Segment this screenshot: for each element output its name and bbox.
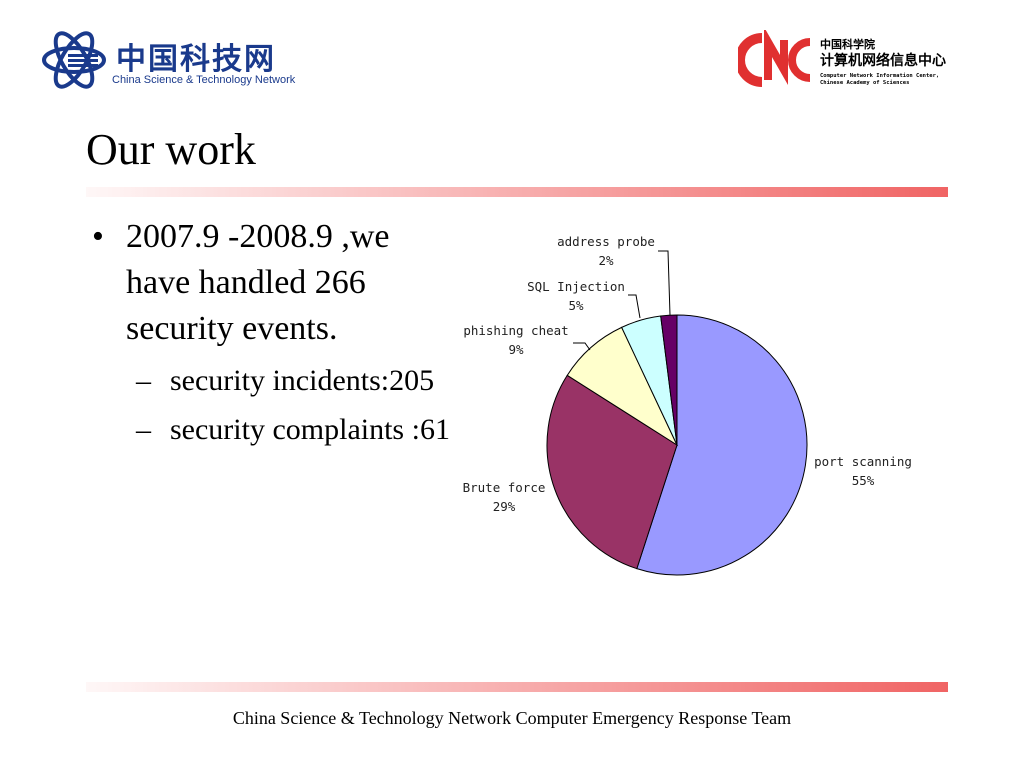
leader-line-sql-injection [628, 294, 641, 319]
leader-line-address-probe [658, 250, 671, 316]
cnic-name-line2: 计算机网络信息中心 [820, 53, 946, 69]
bullet-item: • 2007.9 -2008.9 ,we have handled 266 se… [92, 214, 452, 352]
footer-text: China Science & Technology Network Compu… [232, 708, 792, 728]
atom-orbit-icon [42, 31, 106, 89]
sub-bullet-dash: – [136, 364, 151, 397]
slice-percent-brute-force: 29% [493, 499, 516, 514]
cstnet-name-cn: 中国科技网 [116, 42, 276, 77]
slice-label-port-scanning: port scanning [814, 454, 912, 469]
slice-label-sql-injection: SQL Injection [527, 279, 625, 294]
sub-bullet-dash: – [136, 413, 151, 446]
pie-svg: port scanning 55% Brute force 29% phishing c… [463, 234, 912, 576]
footer-divider [86, 682, 948, 692]
bullet-dot: • [92, 218, 104, 255]
bullet-list: • 2007.9 -2008.9 ,we have handled 266 se… [92, 214, 452, 450]
sub-bullet-item: – security incidents:205 [92, 360, 452, 401]
cnic-name-line1: 中国科学院 [820, 38, 875, 51]
cnic-name-en-line2: Chinese Academy of Sciences [820, 80, 910, 86]
bullet-text: 2007.9 -2008.9 ,we have handled 266 secu… [126, 218, 390, 347]
sub-bullet-text: security incidents:205 [170, 364, 435, 397]
pie-slice-address-probe [660, 314, 678, 446]
pie-slice-brute-force [546, 374, 678, 570]
slice-label-brute-force: Brute force [463, 480, 546, 495]
sub-bullet-item: – security complaints :61 [92, 409, 452, 450]
sub-bullet-text: security complaints :61 [170, 413, 450, 446]
slice-percent-port-scanning: 55% [852, 473, 875, 488]
cnc-mark-icon [738, 30, 811, 87]
slice-percent-sql-injection: 5% [568, 298, 584, 313]
cnic-name-en-line1: Computer Network Information Center, [820, 73, 940, 79]
slice-label-phishing-cheat: phishing cheat [463, 323, 568, 338]
cstnet-logo: 中国科技网 China Science & Technology Network [38, 28, 295, 92]
slide-title: Our work [86, 125, 256, 174]
slice-percent-phishing-cheat: 9% [508, 342, 524, 357]
pie-slice-port-scanning [636, 314, 808, 576]
cstnet-name-en: China Science & Technology Network [112, 74, 296, 86]
leader-line-phishing-cheat [573, 342, 591, 351]
cnic-logo: 中国科学院 计算机网络信息中心 Computer Network Informa… [738, 30, 978, 94]
slice-label-address-probe: address probe [557, 234, 655, 249]
title-divider [86, 187, 948, 197]
security-events-pie-chart: port scanning 55% Brute force 29% phishing c… [440, 215, 960, 600]
slice-percent-address-probe: 2% [598, 253, 614, 268]
